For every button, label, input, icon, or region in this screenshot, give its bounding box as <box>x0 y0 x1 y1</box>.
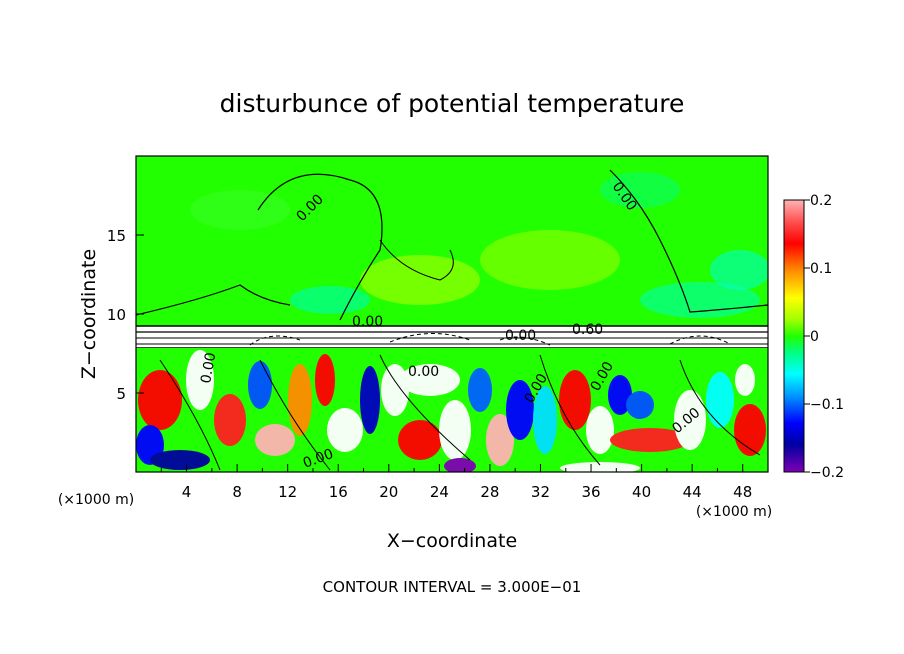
contour-label: 0.00 <box>505 328 536 344</box>
y-axis-label: Z−coordinate <box>78 249 100 379</box>
colorbar-gradient <box>783 199 805 473</box>
x-unit-left: (×1000 m) <box>58 492 134 508</box>
x-axis-ticks: 4 8 12 16 20 24 28 32 36 40 44 48 <box>160 464 752 501</box>
colorbar-tick-label: 0 <box>810 329 819 345</box>
x-tick-label: 48 <box>733 483 752 501</box>
colorbar-tick-label: −0.1 <box>810 397 844 413</box>
heatmap-field <box>136 156 768 472</box>
contour-label: 0.00 <box>352 314 383 330</box>
colorbar: 0.2 0.1 0 −0.1 −0.2 <box>783 193 844 481</box>
x-tick-label: 4 <box>182 483 192 501</box>
x-tick-label: 20 <box>379 483 398 501</box>
colorbar-tick-label: 0.1 <box>810 261 832 277</box>
x-unit-right: (×1000 m) <box>696 504 772 520</box>
y-tick-label: 5 <box>116 385 126 403</box>
chart-title: disturbunce of potential temperature <box>220 89 685 118</box>
contour-label: 0.00 <box>198 351 219 384</box>
contour-interval-note: CONTOUR INTERVAL = 3.000E−01 <box>323 578 582 596</box>
x-tick-label: 24 <box>430 483 449 501</box>
x-tick-label: 16 <box>329 483 348 501</box>
x-tick-label: 36 <box>581 483 600 501</box>
y-tick-label: 10 <box>107 306 126 324</box>
x-tick-label: 44 <box>683 483 702 501</box>
colorbar-ticks: 0.2 0.1 0 −0.1 −0.2 <box>804 193 844 481</box>
colorbar-tick-label: −0.2 <box>810 465 844 481</box>
x-tick-label: 12 <box>278 483 297 501</box>
x-axis-label: X−coordinate <box>387 530 517 552</box>
contour-label: 0.60 <box>572 322 603 338</box>
contour-label: 0.00 <box>408 364 439 380</box>
x-tick-label: 8 <box>232 483 242 501</box>
colorbar-tick-label: 0.2 <box>810 193 832 209</box>
y-tick-label: 15 <box>107 227 126 245</box>
x-tick-label: 28 <box>480 483 499 501</box>
y-axis-ticks: 5 10 15 <box>107 227 144 403</box>
x-tick-label: 32 <box>531 483 550 501</box>
x-tick-label: 40 <box>632 483 651 501</box>
